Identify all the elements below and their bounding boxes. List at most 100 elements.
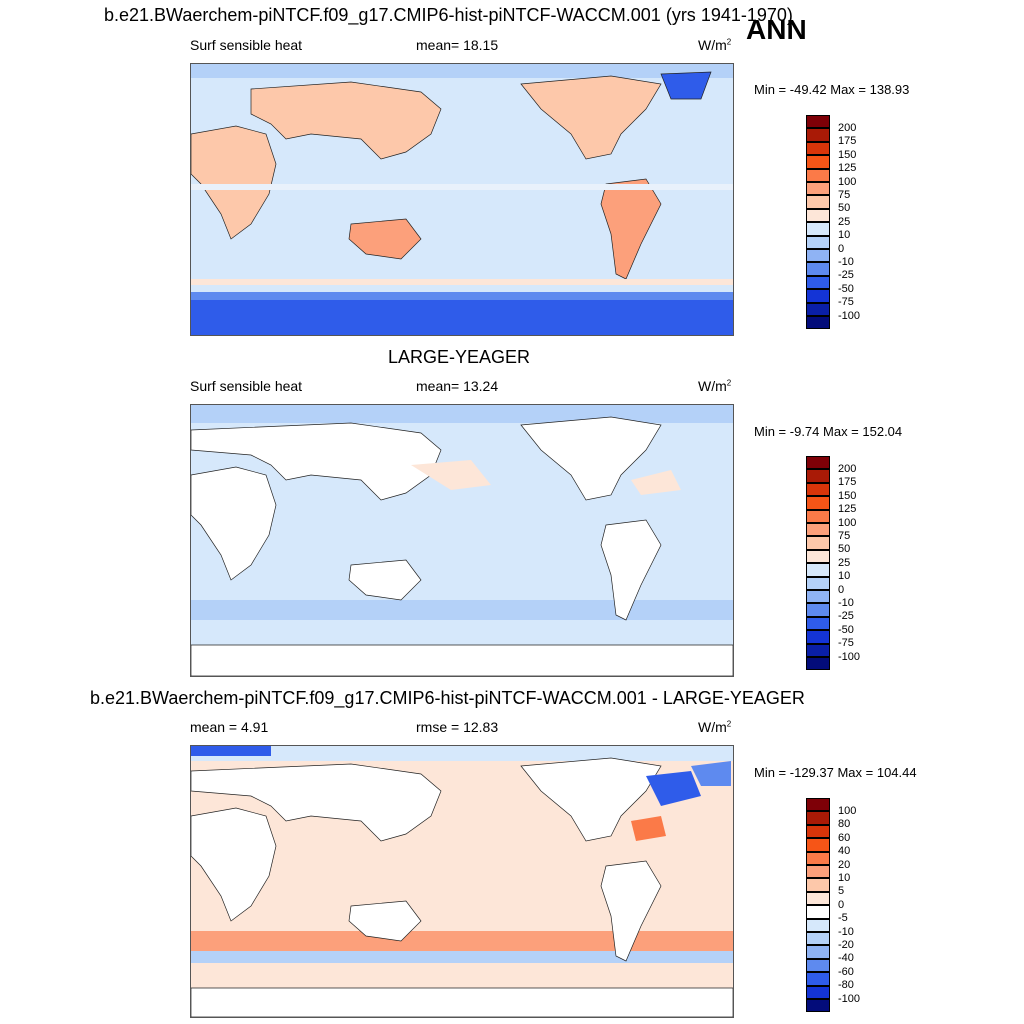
panel-2-variable-label: Surf sensible heat <box>190 378 303 394</box>
colorbar-swatch <box>806 643 830 657</box>
colorbar-swatch <box>806 289 830 303</box>
panel-2-map <box>190 404 734 677</box>
colorbar-tick-label: 50 <box>838 202 851 215</box>
colorbar-tick-label: -10 <box>838 255 854 268</box>
colorbar-swatch <box>806 115 830 129</box>
panel-1-map-svg <box>191 64 733 335</box>
colorbar-tick-label: 10 <box>838 229 851 242</box>
colorbar-swatch <box>806 891 830 906</box>
colorbar-swatch <box>806 235 830 249</box>
panel-2-map-svg <box>191 405 733 676</box>
colorbar-tick-label: 75 <box>838 188 851 201</box>
panel-3-units: W/m2 <box>698 719 732 735</box>
panel-1-title: b.e21.BWaerchem-piNTCF.f09_g17.CMIP6-his… <box>104 5 793 25</box>
panel-1-variable-label: Surf sensible heat <box>190 37 303 53</box>
colorbar-tick-label: 40 <box>838 845 851 858</box>
colorbar-swatch <box>806 918 830 932</box>
colorbar-swatch <box>806 262 830 276</box>
panel-1-units: W/m2 <box>698 37 732 53</box>
colorbar-tick-label: -80 <box>838 979 854 992</box>
panel-3-mean-label: mean = 4.91 <box>190 719 269 735</box>
colorbar-swatch <box>806 945 830 959</box>
colorbar-tick-label: -100 <box>838 309 861 322</box>
colorbar-swatch <box>806 482 830 497</box>
colorbar-swatch <box>806 523 830 537</box>
colorbar-tick-label: -60 <box>838 965 854 978</box>
colorbar-tick-label: -75 <box>838 296 854 309</box>
colorbar-swatch <box>806 932 830 946</box>
colorbar-tick-label: 125 <box>838 162 857 175</box>
colorbar-swatch <box>806 590 830 604</box>
colorbar-swatch <box>806 208 830 223</box>
panel-3-map-svg <box>191 746 733 1017</box>
colorbar-tick-label: 0 <box>838 898 845 911</box>
colorbar-tick-label: -10 <box>838 596 854 609</box>
colorbar-swatch <box>806 141 830 156</box>
colorbar-tick-label: -100 <box>838 992 861 1005</box>
panel-3-minmax: Min = -129.37 Max = 104.44 <box>754 765 917 780</box>
panel-1-map <box>190 63 734 336</box>
colorbar-tick-label: 150 <box>838 489 857 502</box>
colorbar-tick-label: -25 <box>838 269 854 282</box>
colorbar-swatch <box>806 249 830 263</box>
colorbar-tick-label: -50 <box>838 282 854 295</box>
colorbar-swatch <box>806 182 830 196</box>
colorbar-tick-label: 5 <box>838 885 845 898</box>
colorbar-tick-label: 0 <box>838 242 845 255</box>
colorbar-swatch <box>806 630 830 644</box>
colorbar-swatch <box>806 603 830 617</box>
colorbar-swatch <box>806 576 830 590</box>
colorbar-tick-label: 60 <box>838 831 851 844</box>
colorbar-tick-label: 75 <box>838 529 851 542</box>
colorbar-tick-label: 20 <box>838 858 851 871</box>
colorbar-tick-label: 175 <box>838 135 857 148</box>
panel-1-minmax: Min = -49.42 Max = 138.93 <box>754 82 910 97</box>
colorbar-tick-label: -40 <box>838 952 854 965</box>
colorbar-swatch <box>806 999 830 1013</box>
colorbar-swatch <box>806 985 830 999</box>
colorbar-tick-label: 25 <box>838 215 851 228</box>
colorbar-tick-label: 150 <box>838 148 857 161</box>
colorbar-swatch <box>806 865 830 879</box>
colorbar-swatch <box>806 549 830 564</box>
colorbar-swatch <box>806 536 830 550</box>
colorbar-swatch <box>806 958 830 973</box>
colorbar-tick-label: 10 <box>838 871 851 884</box>
colorbar-swatch <box>806 316 830 330</box>
colorbar-swatch <box>806 302 830 316</box>
colorbar-swatch <box>806 469 830 483</box>
colorbar-swatch <box>806 851 830 865</box>
colorbar-swatch <box>806 128 830 142</box>
colorbar-swatch <box>806 168 830 182</box>
colorbar-swatch <box>806 563 830 577</box>
season-label: ANN <box>746 14 807 45</box>
colorbar-tick-label: 80 <box>838 818 851 831</box>
colorbar-tick-label: -50 <box>838 623 854 636</box>
colorbar-swatch <box>806 811 830 825</box>
colorbar-swatch <box>806 195 830 209</box>
colorbar-tick-label: -20 <box>838 938 854 951</box>
colorbar-swatch <box>806 275 830 290</box>
panel-3-map <box>190 745 734 1018</box>
panel-2-minmax: Min = -9.74 Max = 152.04 <box>754 424 903 439</box>
colorbar-tick-label: -100 <box>838 650 861 663</box>
panel-3-rmse-label: rmse = 12.83 <box>416 719 499 735</box>
colorbar-tick-label: 175 <box>838 476 857 489</box>
colorbar-tick-label: -75 <box>838 637 854 650</box>
colorbar-tick-label: 50 <box>838 543 851 556</box>
panel-2-title: LARGE-YEAGER <box>388 347 531 367</box>
panel-2-units: W/m2 <box>698 378 732 394</box>
panel-3-title: b.e21.BWaerchem-piNTCF.f09_g17.CMIP6-his… <box>90 688 805 708</box>
colorbar-tick-label: 0 <box>838 583 845 596</box>
colorbar-swatch <box>806 222 830 236</box>
colorbar-swatch <box>806 972 830 986</box>
colorbar-swatch <box>806 838 830 852</box>
colorbar-tick-label: 125 <box>838 503 857 516</box>
colorbar-swatch <box>806 496 830 510</box>
colorbar-swatch <box>806 616 830 631</box>
colorbar-tick-label: -10 <box>838 925 854 938</box>
colorbar-tick-label: 25 <box>838 556 851 569</box>
panel-1-mean-label: mean= 18.15 <box>416 37 499 53</box>
colorbar-swatch <box>806 657 830 671</box>
colorbar-tick-label: 10 <box>838 570 851 583</box>
